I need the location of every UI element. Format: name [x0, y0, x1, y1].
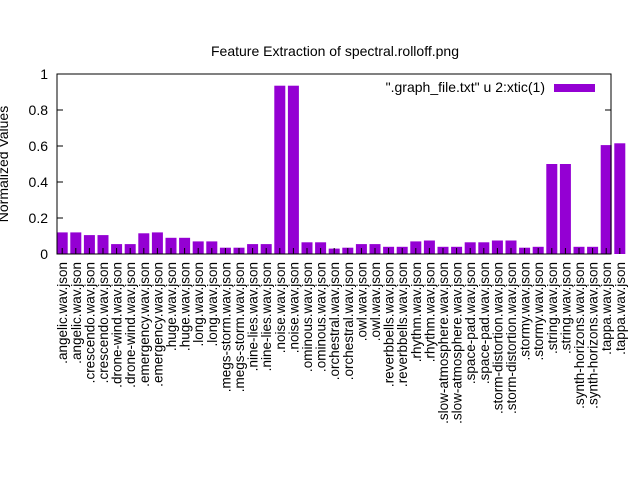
bar [206, 241, 218, 254]
x-tick-label: .string.wav.json [558, 262, 573, 354]
x-tick-label: .noise.wav.json [286, 262, 301, 353]
bar [83, 235, 95, 254]
bar [410, 241, 422, 254]
y-tick-label: 0.8 [29, 102, 49, 118]
x-tick-label: .synth-horizons.wav.json [572, 262, 587, 409]
x-tick-label: .string.wav.json [545, 262, 560, 354]
y-tick-label: 0 [40, 246, 48, 262]
bar [274, 85, 286, 254]
legend-label: ".graph_file.txt" u 2:xtic(1) [386, 79, 545, 95]
y-tick-label: 0.4 [29, 174, 49, 190]
x-tick-label: .slow-atmosphere.wav.json [436, 262, 451, 424]
y-axis-label: Normalized Values [0, 106, 11, 222]
x-tick-label: .megs-storm.wav.json [218, 262, 233, 392]
x-tick-label: .noise.wav.json [273, 262, 288, 353]
x-tick-label: .drone-wind.wav.json [110, 262, 125, 388]
x-tick-label: .ominous.wav.json [314, 262, 329, 372]
x-tick-label: .crescendo.wav.json [82, 262, 97, 383]
x-tick-label: .reverbbells.wav.json [382, 262, 397, 387]
x-tick-label: .space-pad.wav.json [463, 262, 478, 384]
bar [505, 240, 517, 254]
x-tick-label: .tappa.wav.json [613, 262, 628, 355]
plot-frame [56, 73, 612, 255]
x-tick-label: .space-pad.wav.json [477, 262, 492, 384]
bar [165, 237, 177, 254]
x-tick-label: .slow-atmosphere.wav.json [450, 262, 465, 424]
x-tick-label: .synth-horizons.wav.json [586, 262, 601, 409]
y-tick-label: 1 [40, 66, 48, 82]
bar [287, 85, 299, 254]
bar [614, 143, 626, 254]
bar [559, 164, 571, 254]
bar [192, 241, 204, 254]
bars [56, 85, 626, 254]
x-tick-label: .huge.wav.json [178, 262, 193, 351]
x-tick-label: .long.wav.json [191, 262, 206, 347]
x-tick-label: .huge.wav.json [164, 262, 179, 351]
x-tick-label: .nine-lies.wav.json [246, 262, 261, 371]
x-tick-label: .angelic.wav.json [69, 262, 84, 364]
x-tick-label: .long.wav.json [205, 262, 220, 347]
bar [423, 240, 435, 254]
x-tick-label: .emergency.wav.json [150, 262, 165, 387]
x-tick-label: .reverbbells.wav.json [395, 262, 410, 387]
x-tick-label: .crescendo.wav.json [96, 262, 111, 383]
x-tick-label: .owl.wav.json [368, 262, 383, 341]
x-tick-label: .megs-storm.wav.json [232, 262, 247, 392]
x-tick-label: .orchestral.wav.json [341, 262, 356, 380]
x-tick-label: .stormy.wav.json [518, 262, 533, 361]
bar [97, 235, 109, 254]
bar [491, 240, 503, 254]
bar [151, 232, 163, 254]
bar [546, 164, 558, 254]
bar [138, 233, 150, 254]
x-tick-label: .rhythm.wav.json [422, 262, 437, 362]
x-tick-label: .stormy.wav.json [531, 262, 546, 361]
x-tick-label: .owl.wav.json [354, 262, 369, 341]
bar [70, 232, 82, 254]
x-tick-label: .angelic.wav.json [55, 262, 70, 364]
bar [600, 145, 612, 254]
bar [56, 232, 68, 254]
x-tick-label: .nine-lies.wav.json [259, 262, 274, 371]
y-tick-label: 0.2 [29, 210, 49, 226]
x-tick-label: .ominous.wav.json [300, 262, 315, 372]
x-tick-label: .storm-distortion.wav.json [490, 262, 505, 414]
x-tick-label: .tappa.wav.json [599, 262, 614, 355]
y-tick-label: 0.6 [29, 138, 49, 154]
x-tick-labels: .angelic.wav.json.angelic.wav.json.cresc… [55, 248, 628, 424]
x-tick-label: .storm-distortion.wav.json [504, 262, 519, 414]
x-tick-label: .drone-wind.wav.json [123, 262, 138, 388]
bar [179, 237, 191, 254]
y-ticks: 0 0.2 0.4 0.6 0.8 1 [29, 66, 611, 262]
x-tick-label: .emergency.wav.json [137, 262, 152, 387]
x-tick-label: .orchestral.wav.json [327, 262, 342, 380]
legend-swatch [554, 84, 595, 92]
legend: ".graph_file.txt" u 2:xtic(1) [386, 79, 595, 95]
x-tick-label: .rhythm.wav.json [409, 262, 424, 362]
chart-title: Feature Extraction of spectral.rolloff.p… [211, 43, 459, 59]
